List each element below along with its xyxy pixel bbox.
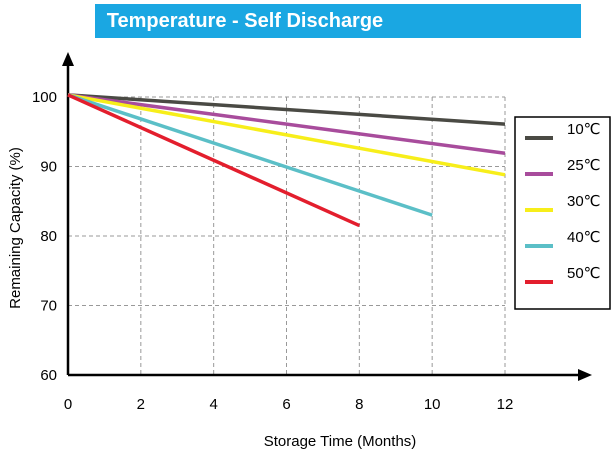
legend-label: 40℃ [567,229,601,246]
axes [62,52,592,381]
x-axis-arrow [578,369,592,381]
y-tick-label: 90 [40,159,57,176]
y-tick-label: 60 [40,367,57,384]
y-tick-label: 70 [40,298,57,315]
legend-label: 10℃ [567,121,601,138]
x-tick-label: 10 [424,396,441,413]
legend-label: 25℃ [567,157,601,174]
series-line [67,93,506,177]
x-tick-label: 8 [355,396,363,413]
y-axis-arrow [62,52,74,66]
legend-box [514,116,611,310]
y-tick-label: 100 [32,89,57,106]
series-line [67,93,506,156]
series-lines [67,93,506,228]
legend-label: 30℃ [567,193,601,210]
series-line [67,93,433,217]
x-tick-label: 12 [497,396,514,413]
legend-label: 50℃ [567,265,601,282]
x-axis-label: Storage Time (Months) [264,433,417,450]
x-tick-label: 0 [64,396,72,413]
grid [68,96,506,375]
series-line [67,93,361,228]
chart-title-bar: Temperature - Self Discharge [95,4,581,38]
x-tick-label: 2 [137,396,145,413]
series-line [67,93,506,126]
y-tick-label: 80 [40,228,57,245]
x-tick-label: 4 [209,396,217,413]
x-tick-label: 6 [282,396,290,413]
tick-labels: 0 2 4 6 8 10 12 60 70 80 90 100 [32,89,513,413]
chart-title: Temperature - Self Discharge [106,10,384,32]
y-axis-label: Remaining Capacity (%) [7,147,24,309]
legend: 10℃ 25℃ 30℃ 40℃ 50℃ [514,116,611,310]
